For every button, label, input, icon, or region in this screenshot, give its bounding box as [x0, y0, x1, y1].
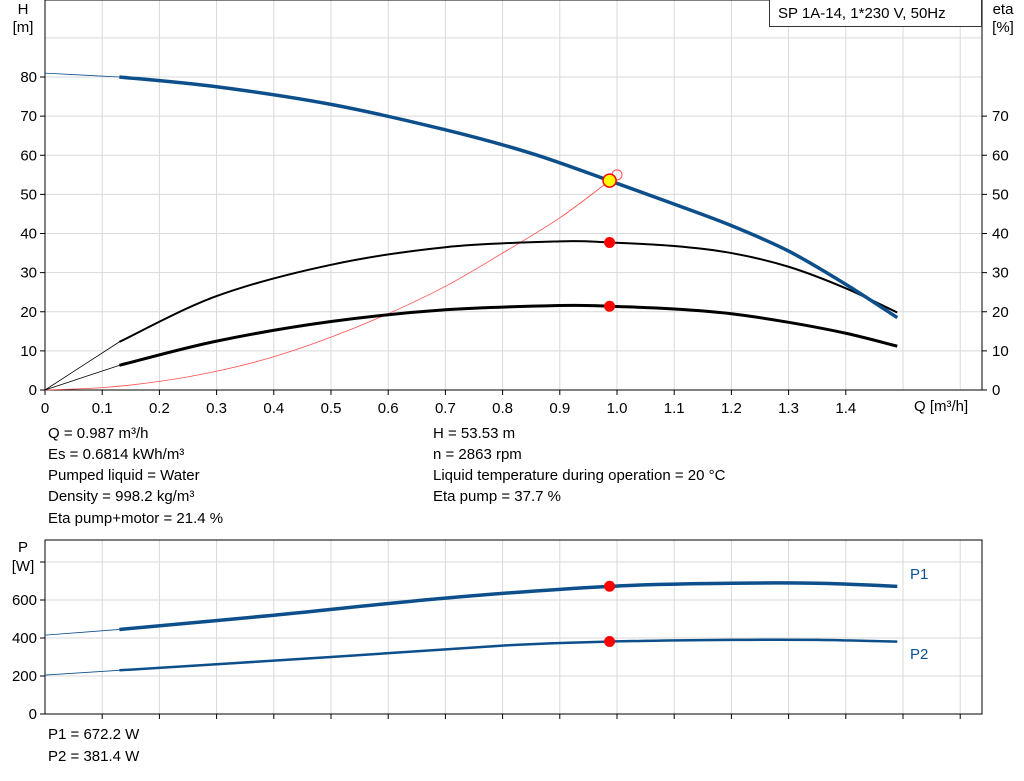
x-tick-label: 1.0 — [607, 400, 628, 417]
p2-curve — [119, 638, 898, 672]
info-density: Density = 998.2 kg/m³ — [48, 488, 195, 505]
x-tick-label: 1.2 — [721, 400, 742, 417]
p2-duty-marker — [604, 636, 616, 648]
eta-axis-label: eta — [992, 1, 1014, 18]
eta-pump-duty-marker — [604, 236, 616, 248]
p-tick-label: 600 — [12, 592, 37, 609]
info-p1: P1 = 672.2 W — [48, 726, 140, 743]
chart-title-box: SP 1A-14, 1*230 V, 50Hz — [769, 0, 982, 27]
x-tick-label: 0.5 — [321, 400, 342, 417]
h-axis-label: H — [17, 1, 29, 18]
system-curve — [44, 180, 610, 391]
eta-axis-unit: [%] — [992, 19, 1014, 36]
x-tick-label: 0.2 — [149, 400, 170, 417]
x-tick-label: 0.4 — [263, 400, 284, 417]
h-tick-label: 30 — [20, 265, 37, 282]
x-tick-label: 0 — [41, 400, 49, 417]
p1-curve-extension — [44, 629, 120, 636]
p-axis-unit: [W] — [11, 558, 35, 575]
eta-tick-label: 70 — [992, 108, 1009, 125]
info-n: n = 2863 rpm — [433, 446, 522, 463]
p1-series-label: P1 — [910, 566, 929, 583]
h-tick-label: 60 — [20, 147, 37, 164]
plot-frame — [44, 539, 983, 715]
h-tick-label: 10 — [20, 343, 37, 360]
info-liquid: Pumped liquid = Water — [48, 467, 200, 484]
eta-pump-motor-curve-extension — [44, 364, 120, 391]
h-tick-label: 0 — [29, 382, 37, 399]
h-tick-label: 80 — [20, 69, 37, 86]
info-temp: Liquid temperature during operation = 20… — [433, 467, 726, 484]
h-tick-label: 20 — [20, 304, 37, 321]
head-curve-extension — [44, 72, 120, 78]
eta-tick-label: 40 — [992, 226, 1009, 243]
x-tick-label: 0.3 — [206, 400, 227, 417]
x-tick-label: 1.3 — [778, 400, 799, 417]
p-tick-label: 400 — [12, 630, 37, 647]
info-q: Q = 0.987 m³/h — [48, 425, 149, 442]
p-tick-label: 200 — [12, 668, 37, 685]
p-axis-label: P — [17, 539, 28, 556]
q-axis-label: Q [m³/h] — [914, 398, 969, 415]
p2-curve-extension — [44, 669, 120, 676]
eta-pump-curve — [118, 240, 898, 343]
eta-tick-label: 50 — [992, 186, 1009, 203]
eta-tick-label: 10 — [992, 343, 1009, 360]
p2-series-label: P2 — [910, 646, 929, 663]
info-p2: P2 = 381.4 W — [48, 748, 140, 765]
info-h: H = 53.53 m — [433, 425, 516, 442]
p1-duty-marker — [604, 580, 616, 592]
eta-tick-label: 30 — [992, 265, 1009, 282]
x-tick-label: 0.1 — [92, 400, 113, 417]
h-tick-label: 70 — [20, 108, 37, 125]
chart-title: SP 1A-14, 1*230 V, 50Hz — [778, 5, 946, 22]
info-eta-pump-motor: Eta pump+motor = 21.4 % — [48, 510, 224, 527]
x-tick-label: 0.8 — [492, 400, 513, 417]
h-tick-label: 50 — [20, 186, 37, 203]
x-tick-label: 1.1 — [664, 400, 685, 417]
eta-tick-label: 20 — [992, 304, 1009, 321]
h-tick-label: 40 — [20, 226, 37, 243]
eta-tick-label: 60 — [992, 147, 1009, 164]
p-tick-label: 0 — [29, 706, 37, 723]
x-tick-label: 1.4 — [835, 400, 856, 417]
eta-tick-label: 0 — [992, 382, 1000, 399]
info-eta-pump: Eta pump = 37.7 % — [433, 488, 561, 505]
h-axis-unit: [m] — [12, 19, 34, 36]
x-tick-label: 0.9 — [549, 400, 570, 417]
duty-point-marker — [602, 173, 617, 188]
eta-pump-curve-extension — [44, 341, 120, 391]
info-es: Es = 0.6814 kWh/m³ — [48, 446, 185, 463]
plot-frame — [44, 0, 983, 391]
x-tick-label: 0.6 — [378, 400, 399, 417]
head-curve — [119, 75, 899, 320]
eta-pump-motor-curve — [118, 303, 898, 367]
x-tick-label: 0.7 — [435, 400, 456, 417]
eta-pump-motor-duty-marker — [604, 300, 616, 312]
p1-curve — [119, 581, 898, 632]
